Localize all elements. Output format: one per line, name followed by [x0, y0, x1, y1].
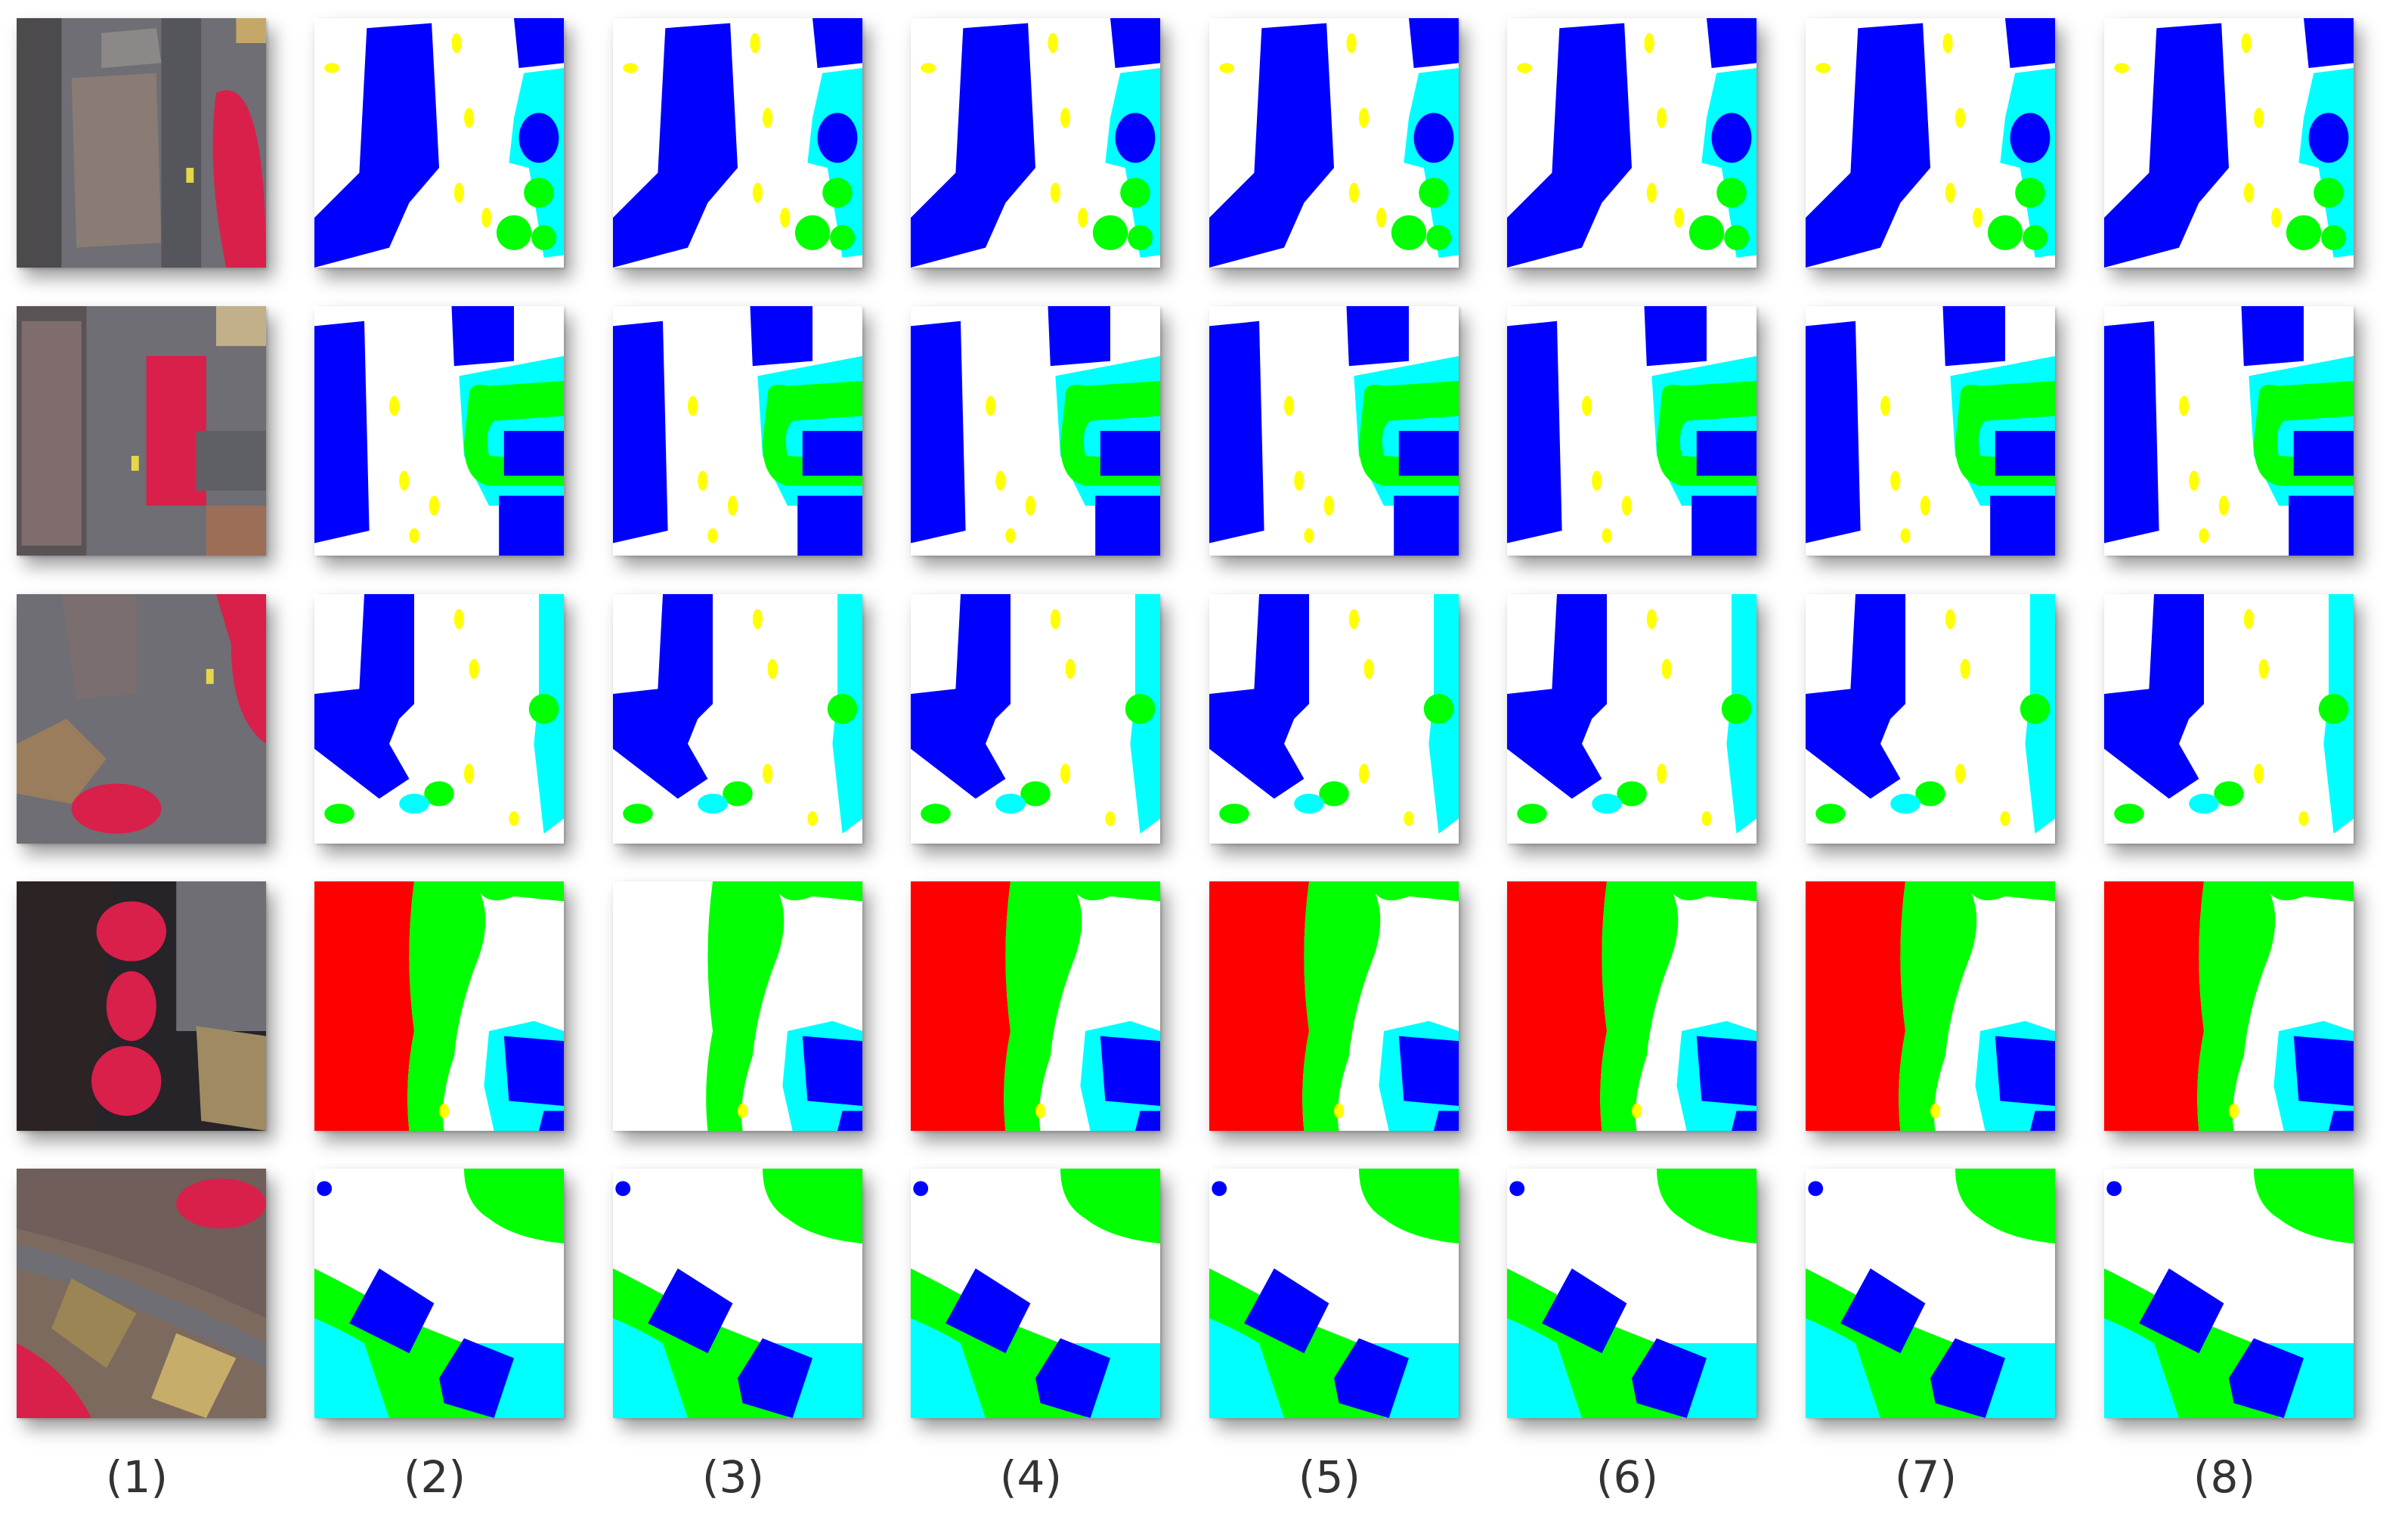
segmentation-map — [911, 306, 1160, 556]
segmentation-map — [2104, 306, 2354, 556]
segmentation-map — [1806, 594, 2055, 844]
segmentation-map — [1209, 1169, 1459, 1418]
segmentation-map — [613, 1169, 862, 1418]
segmentation-map — [911, 594, 1160, 844]
column-label-2: (2) — [403, 1451, 466, 1503]
segmentation-map — [2104, 1169, 2354, 1418]
segmentation-map — [911, 18, 1160, 268]
segmentation-map — [1507, 18, 1756, 268]
segmentation-map — [2104, 18, 2354, 268]
aerial-image — [17, 1169, 266, 1418]
segmentation-map — [613, 306, 862, 556]
column-label-5: (5) — [1298, 1451, 1361, 1503]
segmentation-map — [1507, 1169, 1756, 1418]
aerial-image — [17, 881, 266, 1131]
segmentation-map — [1209, 881, 1459, 1131]
segmentation-map — [1806, 306, 2055, 556]
segmentation-map — [613, 18, 862, 268]
segmentation-map — [2104, 594, 2354, 844]
segmentation-map — [1209, 594, 1459, 844]
aerial-image — [17, 306, 266, 556]
column-label-7: (7) — [1894, 1451, 1958, 1503]
segmentation-map — [314, 594, 564, 844]
segmentation-map — [1806, 881, 2055, 1131]
segmentation-map — [1806, 18, 2055, 268]
column-label-4: (4) — [999, 1451, 1063, 1503]
aerial-image — [17, 18, 266, 268]
segmentation-map — [314, 306, 564, 556]
column-label-6: (6) — [1596, 1451, 1659, 1503]
segmentation-map — [1209, 18, 1459, 268]
segmentation-map — [1806, 1169, 2055, 1418]
column-label-3: (3) — [701, 1451, 765, 1503]
column-label-1: (1) — [105, 1451, 169, 1503]
segmentation-map — [911, 1169, 1160, 1418]
segmentation-map — [613, 594, 862, 844]
aerial-image — [17, 594, 266, 844]
segmentation-map — [1507, 594, 1756, 844]
segmentation-map — [1209, 306, 1459, 556]
segmentation-map — [314, 881, 564, 1131]
segmentation-map — [2104, 881, 2354, 1131]
segmentation-map — [911, 881, 1160, 1131]
segmentation-map — [1507, 306, 1756, 556]
segmentation-map — [1507, 881, 1756, 1131]
segmentation-map — [314, 1169, 564, 1418]
column-label-8: (8) — [2193, 1451, 2256, 1503]
segmentation-map — [613, 881, 862, 1131]
segmentation-map — [314, 18, 564, 268]
